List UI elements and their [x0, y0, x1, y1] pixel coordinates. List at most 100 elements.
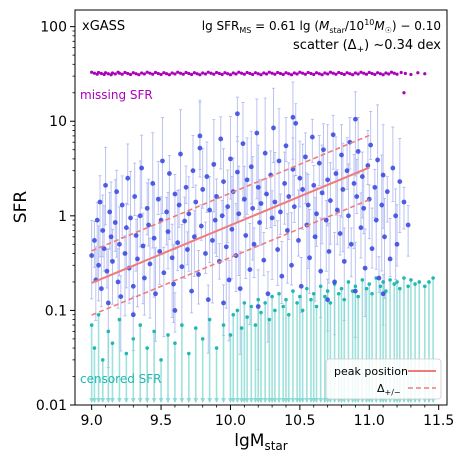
- detection-point: [196, 272, 201, 277]
- censored-arrow: [137, 398, 143, 403]
- x-tick-label: 10.5: [284, 413, 315, 429]
- missing-point: [345, 71, 349, 75]
- censored-point: [96, 312, 101, 317]
- missing-point: [220, 72, 224, 77]
- detection-point: [368, 142, 374, 148]
- censored-point: [318, 284, 323, 289]
- censored-arrow: [193, 398, 199, 403]
- censored-point: [92, 346, 97, 350]
- detection-point: [200, 187, 206, 192]
- missing-point: [110, 71, 115, 75]
- missing-point: [148, 71, 152, 75]
- missing-point: [298, 70, 302, 74]
- missing-point: [106, 72, 110, 76]
- detection-point: [314, 211, 319, 217]
- detection-point: [373, 217, 379, 223]
- missing-point: [295, 72, 299, 76]
- censored-arrow: [230, 398, 236, 403]
- missing-point: [187, 71, 191, 76]
- missing-point: [259, 73, 263, 77]
- censored-point: [328, 301, 333, 305]
- missing-point: [206, 70, 210, 74]
- detection-point: [133, 233, 139, 238]
- censored-point: [360, 278, 365, 282]
- missing-point: [328, 70, 333, 74]
- censored-point: [221, 323, 226, 327]
- survey-label: xGASS: [82, 19, 125, 34]
- missing-point: [267, 70, 271, 74]
- detection-point: [372, 184, 378, 190]
- missing-point: [423, 72, 427, 76]
- censored-arrow: [290, 398, 296, 403]
- x-axis-ticks: 9.0 9.5 10.0 10.5 11.0 11.5: [81, 405, 454, 429]
- missing-point: [395, 72, 399, 76]
- censored-point: [259, 310, 263, 315]
- scatter-label: scatter (Δ+) ~0.34 dex: [293, 38, 441, 55]
- detection-point: [122, 251, 128, 256]
- detection-point: [235, 111, 240, 117]
- missing-point: [201, 71, 205, 75]
- detection-point: [237, 286, 243, 292]
- detection-point: [351, 181, 357, 186]
- detection-point: [286, 194, 292, 199]
- censored-point: [384, 289, 388, 293]
- detection-point: [115, 279, 121, 285]
- detection-point: [226, 277, 232, 283]
- detection-point: [251, 241, 257, 247]
- censored-arrow: [123, 398, 129, 403]
- detection-point: [186, 211, 192, 217]
- legend-label-delta: Δ+/−: [377, 382, 401, 397]
- detection-point: [328, 198, 333, 203]
- missing-point: [289, 73, 294, 77]
- detection-point: [352, 116, 358, 122]
- detection-point: [380, 291, 386, 297]
- censored-point: [110, 341, 115, 346]
- censored-arrow: [248, 398, 254, 403]
- detection-point: [97, 199, 103, 205]
- detection-point: [261, 257, 267, 263]
- censored-point: [413, 282, 417, 286]
- missing-point: [339, 71, 344, 76]
- detection-point: [341, 258, 347, 264]
- detection-point: [229, 226, 235, 232]
- y-tick-label: 10: [49, 114, 67, 130]
- detection-point: [340, 187, 346, 192]
- missing-point: [92, 71, 97, 75]
- detection-point: [110, 258, 115, 264]
- censored-point: [286, 312, 291, 317]
- censored-point: [193, 326, 198, 330]
- detection-point: [325, 177, 331, 183]
- censored-point: [152, 329, 156, 334]
- censored-point: [295, 301, 299, 305]
- censored-point: [409, 278, 413, 282]
- detection-point: [150, 181, 156, 186]
- censored-arrow: [91, 398, 97, 403]
- detection-point: [118, 294, 124, 299]
- censored-point: [381, 280, 385, 284]
- censored-point: [256, 297, 261, 302]
- censored-point: [200, 337, 205, 341]
- detection-point: [382, 234, 387, 240]
- detection-point: [241, 196, 247, 202]
- missing-point: [189, 72, 194, 77]
- censored-point: [388, 278, 392, 282]
- detection-point: [89, 253, 95, 258]
- censored-point: [398, 286, 402, 291]
- missing-point: [253, 71, 258, 75]
- detection-point: [205, 297, 211, 303]
- detection-point: [339, 152, 344, 158]
- detection-point: [258, 201, 264, 206]
- detection-point: [321, 147, 326, 153]
- legend: peak position Δ+/−: [325, 358, 442, 400]
- missing-point: [245, 70, 249, 75]
- detection-point: [94, 217, 100, 223]
- detection-point: [316, 160, 322, 166]
- detection-point: [223, 244, 229, 250]
- censored-point: [353, 284, 358, 289]
- missing-point: [214, 70, 219, 75]
- missing-point: [284, 71, 288, 75]
- missing-point: [96, 70, 101, 75]
- censored-arrow: [165, 398, 171, 403]
- x-tick-label: 10.0: [215, 413, 246, 429]
- detection-point: [369, 246, 375, 252]
